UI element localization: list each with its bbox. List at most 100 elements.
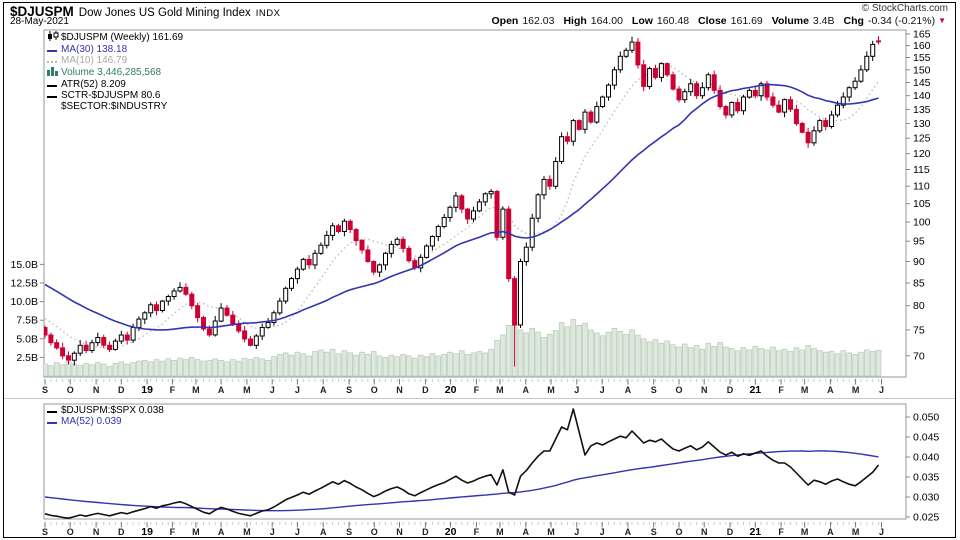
volume-bar <box>599 335 606 377</box>
volume-bar <box>482 352 489 377</box>
candle-body <box>676 88 682 101</box>
quote-summary: Open 162.03 High 164.00 Low 160.48 Close 161.69… <box>492 15 947 27</box>
candle-body <box>365 249 371 262</box>
volume-bar <box>670 344 676 377</box>
legend-item-ma10: MA(10) 146.79 <box>47 55 183 66</box>
chart-title-row: $DJUSPM Dow Jones US Gold Mining Index IND… <box>10 3 280 21</box>
volume-bar <box>277 354 283 377</box>
candle-body <box>136 318 142 329</box>
month-label: M <box>801 527 809 537</box>
month-label: S <box>346 527 352 537</box>
volume-bar <box>517 329 524 377</box>
volume-bar <box>312 351 318 377</box>
volume-bar <box>318 349 324 377</box>
volume-bar <box>828 351 835 377</box>
volume-bar <box>282 352 289 377</box>
volume-bar <box>77 365 83 377</box>
candle-body <box>277 300 283 314</box>
volume-bar <box>324 351 330 377</box>
volume-bar <box>629 329 635 377</box>
candle-body <box>600 96 606 107</box>
candle-body <box>77 344 83 354</box>
candle-body <box>606 84 611 98</box>
month-label: O <box>675 527 682 537</box>
candle-body <box>547 178 553 187</box>
month-label: J <box>879 527 884 537</box>
candle-body <box>388 243 394 254</box>
month-label: A <box>218 527 225 537</box>
candle-body <box>817 120 823 132</box>
month-label: S <box>42 527 48 537</box>
volume-bar <box>594 332 600 377</box>
volume-bar <box>171 360 177 377</box>
month-label: M <box>801 385 809 395</box>
month-label: F <box>170 385 176 395</box>
ratio-axis-label: 0.035 <box>913 472 939 484</box>
candle-body <box>811 130 817 144</box>
volume-bar <box>400 354 406 377</box>
volume-bar <box>423 356 430 377</box>
price-axis-label: 80 <box>913 300 925 312</box>
candle-body <box>688 83 694 93</box>
ratio-line-icon <box>47 405 61 416</box>
volume-bar <box>48 365 54 377</box>
candle-body <box>60 347 66 357</box>
legend-item-ma30: MA(30) 138.18 <box>47 44 183 55</box>
volume-bar <box>159 360 166 377</box>
volume-bar <box>188 357 195 377</box>
candle-body <box>576 120 582 130</box>
month-label: O <box>67 527 74 537</box>
candle-body <box>635 41 641 66</box>
volume-bar <box>218 360 224 377</box>
candle-body <box>148 304 154 314</box>
volume-bar <box>764 349 770 377</box>
candle-body <box>471 210 476 220</box>
month-label: A <box>827 385 834 395</box>
volume-bar <box>552 330 559 377</box>
volume-bar <box>682 343 688 377</box>
volume-bar <box>206 360 213 377</box>
month-label: D <box>118 385 125 395</box>
ma30-line <box>44 83 879 331</box>
candle-body <box>793 108 799 125</box>
candle-body <box>48 334 54 344</box>
candle-body <box>799 123 805 133</box>
year-label: 21 <box>749 526 761 538</box>
volume-bar <box>447 351 453 377</box>
candle-body <box>629 41 635 51</box>
volume-bar <box>781 348 788 377</box>
volume-bar <box>459 350 465 377</box>
candle-body <box>864 55 870 71</box>
candle-body <box>371 261 377 273</box>
volume-bar <box>429 353 436 377</box>
volume-bar <box>723 346 729 377</box>
ratio-axis-label: 0.045 <box>913 432 939 444</box>
candle-body <box>711 74 717 91</box>
change-label: Chg <box>843 15 864 27</box>
month-label: A <box>625 527 632 537</box>
candle-body <box>582 111 588 130</box>
volume-bar <box>147 361 154 377</box>
volume-bar <box>623 334 629 377</box>
candle-body <box>424 245 430 258</box>
volume-bar <box>382 357 389 377</box>
volume-bar <box>576 325 582 377</box>
candle-body <box>670 74 676 90</box>
candle-body <box>265 322 271 328</box>
volume-bar <box>746 349 753 377</box>
legend-item-sector-industry: $SECTOR:$INDUSTRY <box>61 101 168 113</box>
month-label: N <box>396 385 403 395</box>
volume-bar <box>306 355 312 377</box>
volume-bar <box>335 353 342 377</box>
price-axis-label: 165 <box>913 29 931 41</box>
volume-bar <box>71 363 78 377</box>
candle-body <box>870 43 876 57</box>
ratio-panel-legend: $DJUSPM:$SPX 0.038 MA(52) 0.039 <box>47 405 164 427</box>
price-axis-label: 115 <box>913 164 930 176</box>
volume-axis-label: 5.0B <box>16 333 38 345</box>
candle-body <box>699 87 705 97</box>
legend-item-volume: Volume 3,446,285,568 <box>47 66 183 79</box>
volume-bar <box>165 358 172 377</box>
month-label: J <box>270 385 275 395</box>
price-axis-label: 155 <box>913 52 931 64</box>
